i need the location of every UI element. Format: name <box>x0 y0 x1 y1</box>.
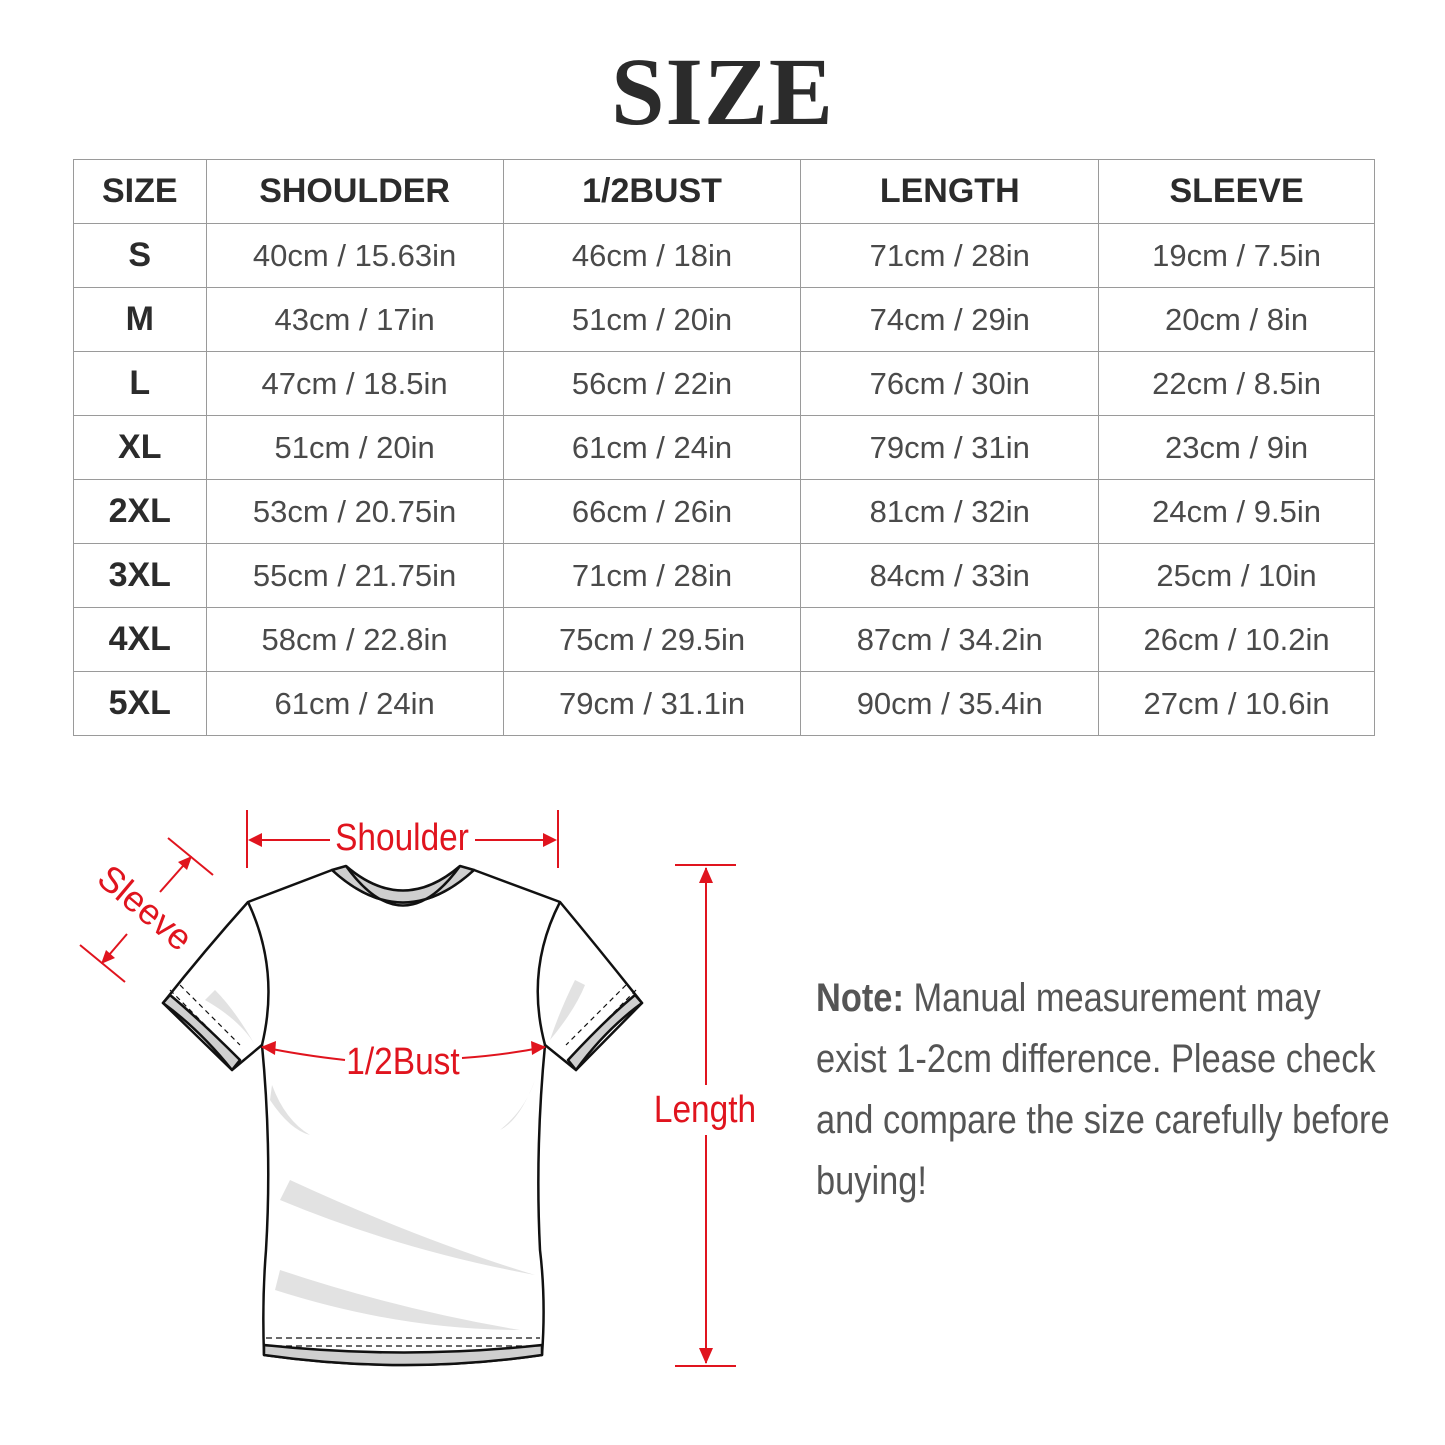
shoulder-label: Shoulder <box>335 816 469 858</box>
measurement-cell: 43cm / 17in <box>205 287 504 352</box>
table-body: S 40cm / 15.63in 46cm / 18in 71cm / 28in 19c… <box>73 223 1375 736</box>
bust-measure <box>261 1041 546 1061</box>
measurement-cell: 25cm / 10in <box>1098 543 1375 608</box>
measurement-cell: 26cm / 10.2in <box>1098 607 1375 672</box>
sleeve-measure <box>79 837 214 983</box>
measurement-cell: 56cm / 22in <box>502 351 802 416</box>
measurement-cell: 23cm / 9in <box>1098 415 1375 480</box>
measurement-cell: 61cm / 24in <box>205 671 504 736</box>
measurement-cell: 55cm / 21.75in <box>205 543 504 608</box>
table-header-row: SIZE SHOULDER 1/2BUST LENGTH SLEEVE <box>73 159 1375 224</box>
sleeve-label: Sleeve <box>90 857 201 959</box>
size-cell: 5XL <box>73 671 207 736</box>
measurement-cell: 74cm / 29in <box>800 287 1100 352</box>
measurement-cell: 75cm / 29.5in <box>502 607 802 672</box>
size-cell: 3XL <box>73 543 207 608</box>
measurement-cell: 53cm / 20.75in <box>205 479 504 544</box>
table-row: S 40cm / 15.63in 46cm / 18in 71cm / 28in 19c… <box>73 223 1375 288</box>
size-cell: M <box>73 287 207 352</box>
measurement-cell: 51cm / 20in <box>502 287 802 352</box>
measurement-cell: 66cm / 26in <box>502 479 802 544</box>
size-cell: 4XL <box>73 607 207 672</box>
measurement-cell: 27cm / 10.6in <box>1098 671 1375 736</box>
measurement-cell: 79cm / 31in <box>800 415 1100 480</box>
measurement-cell: 79cm / 31.1in <box>502 671 802 736</box>
t-shirt-icon <box>161 864 644 1367</box>
table-row: 2XL 53cm / 20.75in 66cm / 26in 81cm / 32in 2… <box>73 479 1375 544</box>
table-row: 3XL 55cm / 21.75in 71cm / 28in 84cm / 33in 2… <box>73 543 1375 608</box>
column-header: SLEEVE <box>1098 159 1375 224</box>
measurement-cell: 71cm / 28in <box>502 543 802 608</box>
note: Note: Manual measurement may exist 1-2cm… <box>816 968 1401 1212</box>
measurement-cell: 46cm / 18in <box>502 223 802 288</box>
measurement-cell: 22cm / 8.5in <box>1098 351 1375 416</box>
measurement-cell: 40cm / 15.63in <box>205 223 504 288</box>
measurement-cell: 90cm / 35.4in <box>800 671 1100 736</box>
size-cell: L <box>73 351 207 416</box>
measurement-cell: 20cm / 8in <box>1098 287 1375 352</box>
table-row: 5XL 61cm / 24in 79cm / 31.1in 90cm / 35.4in… <box>73 671 1375 736</box>
column-header: LENGTH <box>800 159 1100 224</box>
table-row: L 47cm / 18.5in 56cm / 22in 76cm / 30in 22cm… <box>73 351 1375 416</box>
size-cell: 2XL <box>73 479 207 544</box>
page-title: SIZE <box>611 38 834 145</box>
size-cell: S <box>73 223 207 288</box>
column-header: SIZE <box>73 159 207 224</box>
shoulder-measure <box>246 810 559 868</box>
measurement-cell: 84cm / 33in <box>800 543 1100 608</box>
note-label: Note: <box>816 976 904 1020</box>
length-measure <box>675 864 736 1367</box>
measurement-cell: 47cm / 18.5in <box>205 351 504 416</box>
table-row: M 43cm / 17in 51cm / 20in 74cm / 29in 20cm /… <box>73 287 1375 352</box>
measurement-cell: 76cm / 30in <box>800 351 1100 416</box>
column-header: 1/2BUST <box>502 159 802 224</box>
measurement-cell: 51cm / 20in <box>205 415 504 480</box>
bust-label: 1/2Bust <box>346 1040 459 1082</box>
note-text: Manual measurement may exist 1-2cm diffe… <box>816 976 1390 1203</box>
measurement-cell: 24cm / 9.5in <box>1098 479 1375 544</box>
measurement-cell: 58cm / 22.8in <box>205 607 504 672</box>
size-table: SIZE SHOULDER 1/2BUST LENGTH SLEEVE S 40cm / … <box>73 159 1375 736</box>
measurement-cell: 61cm / 24in <box>502 415 802 480</box>
table-row: XL 51cm / 20in 61cm / 24in 79cm / 31in 23cm … <box>73 415 1375 480</box>
length-label: Length <box>654 1088 756 1130</box>
measurement-cell: 81cm / 32in <box>800 479 1100 544</box>
measurement-cell: 19cm / 7.5in <box>1098 223 1375 288</box>
